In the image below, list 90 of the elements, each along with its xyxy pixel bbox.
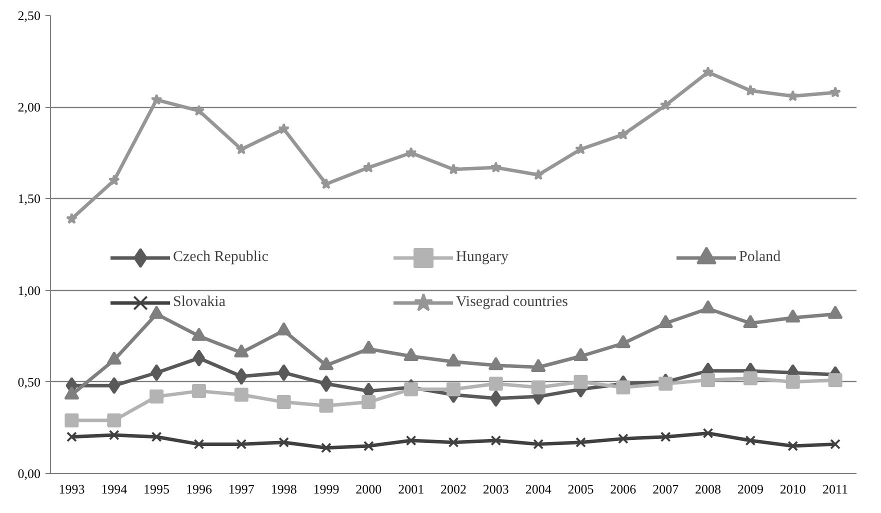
point (446, 382, 460, 396)
x-tick-label: 2006 (610, 482, 637, 496)
point (150, 364, 163, 382)
point (276, 395, 291, 410)
point (64, 413, 79, 428)
point (66, 212, 78, 224)
point (660, 432, 671, 442)
point (658, 376, 673, 391)
point (362, 395, 376, 410)
legend-label: Hungary (456, 248, 510, 267)
point (192, 384, 206, 398)
x-tick-label: 1998 (270, 482, 297, 496)
point (702, 66, 714, 78)
point (235, 368, 248, 385)
point (405, 146, 417, 158)
x-tick-label: 2009 (737, 482, 764, 496)
point (488, 376, 503, 391)
point (744, 84, 756, 96)
point (108, 377, 120, 394)
point (828, 373, 842, 388)
point (660, 99, 672, 110)
legend-label: Czech Republic (173, 248, 270, 267)
point (576, 437, 586, 448)
point (448, 437, 459, 448)
point (194, 438, 204, 450)
legend-label: Slovakia (173, 293, 226, 312)
x-tick-label: 2004 (525, 482, 552, 496)
point (830, 86, 842, 98)
point (702, 428, 714, 438)
point (236, 143, 248, 154)
point (234, 388, 248, 402)
x-tick-label: 1994 (101, 482, 128, 496)
y-tick-label: 0,00 (18, 466, 40, 481)
x-tick-label: 2010 (780, 482, 806, 496)
point (531, 380, 546, 394)
point (490, 390, 502, 407)
y-tick-label: 1,50 (18, 191, 40, 206)
legend-label: Poland (739, 248, 782, 267)
point (320, 442, 332, 454)
point (787, 90, 799, 102)
point (108, 174, 120, 186)
point (108, 430, 120, 440)
point (830, 438, 841, 450)
x-tick-label: 1996 (186, 482, 212, 496)
point (278, 123, 290, 134)
point (236, 438, 247, 450)
point (743, 371, 758, 386)
x-tick-label: 2011 (822, 482, 848, 496)
x-tick-label: 2000 (356, 482, 382, 496)
x-tick-label: 1993 (58, 482, 85, 496)
y-tick-label: 2,50 (18, 8, 40, 23)
x-tick-label: 1999 (313, 482, 340, 496)
x-tick-label: 2002 (440, 482, 466, 496)
point (192, 350, 205, 367)
point (618, 433, 628, 444)
x-tick-label: 2007 (652, 482, 680, 496)
x-tick-label: 2008 (695, 482, 722, 496)
point (320, 375, 332, 392)
point (574, 374, 588, 389)
point (278, 364, 290, 382)
y-tick-label: 2,00 (18, 100, 40, 115)
x-tick-label: 2003 (482, 482, 509, 496)
point (490, 435, 502, 446)
x-tick-label: 1995 (144, 482, 170, 496)
point (406, 435, 416, 446)
point (533, 438, 544, 450)
point (532, 168, 544, 180)
point (616, 380, 630, 394)
x-tick-label: 1997 (228, 482, 255, 496)
point (788, 440, 798, 452)
point (320, 178, 332, 190)
point (404, 382, 418, 396)
point (701, 373, 716, 388)
point (745, 435, 756, 446)
point (107, 413, 122, 428)
y-tick-label: 0,50 (18, 374, 40, 390)
x-tick-label: 2001 (398, 482, 424, 496)
x-tick-label: 2005 (568, 482, 594, 496)
point (617, 128, 629, 140)
point (319, 398, 334, 413)
point (66, 432, 77, 442)
point (150, 390, 164, 404)
point (151, 432, 162, 442)
point (278, 437, 290, 448)
point (490, 162, 502, 173)
y-tick-label: 1,00 (18, 282, 40, 298)
point (150, 94, 162, 105)
legend-label: Visegrad countries (456, 293, 569, 312)
point (786, 374, 800, 389)
point (363, 440, 374, 452)
